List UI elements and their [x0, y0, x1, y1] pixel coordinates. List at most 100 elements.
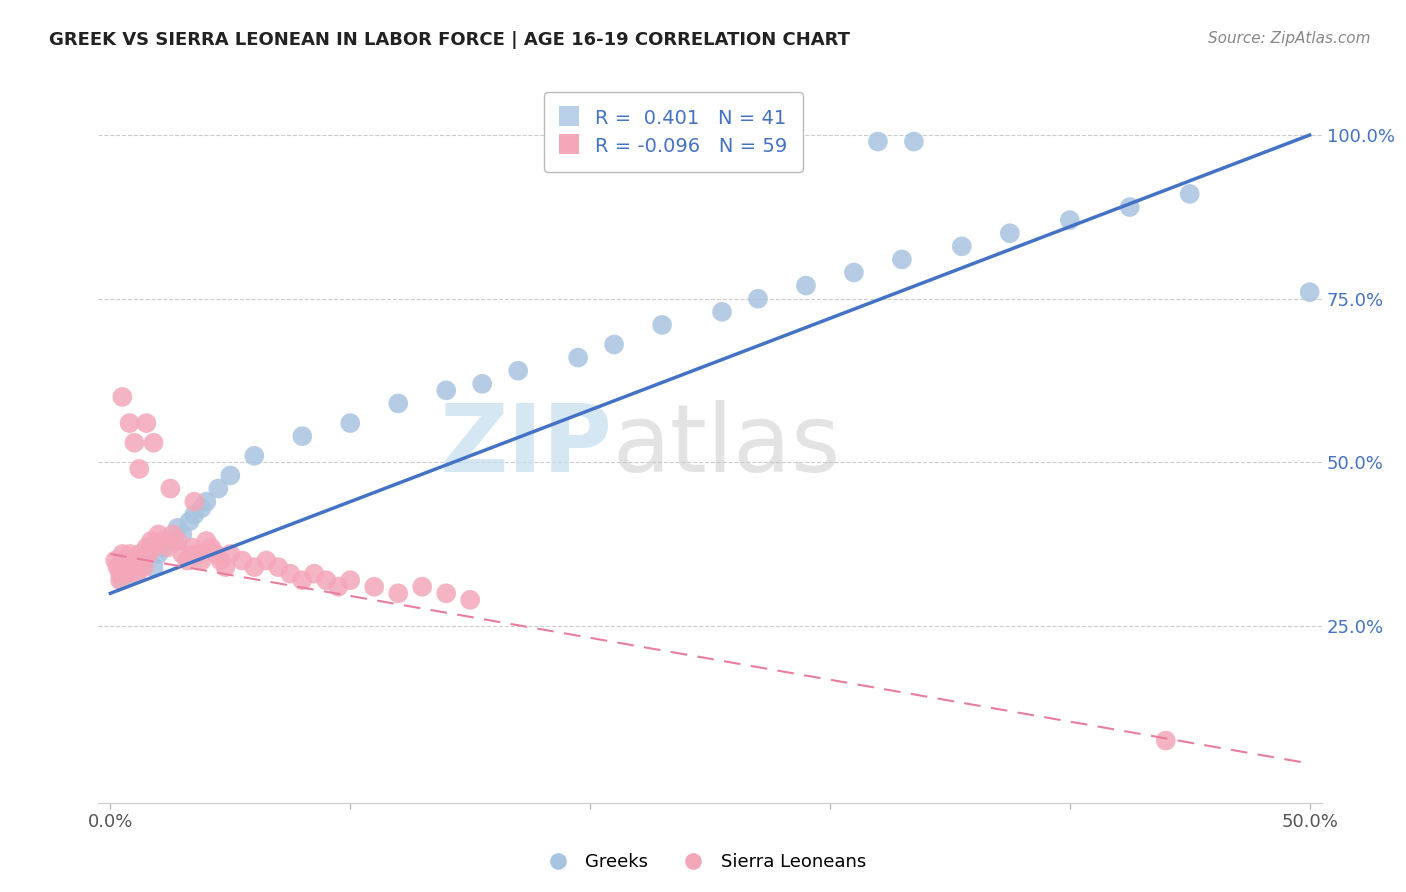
Point: [141, 533, 163, 548]
Point: [200, 541, 222, 555]
Point: [998, 226, 1021, 240]
Point: [128, 462, 150, 476]
Point: [172, 547, 194, 561]
Point: [411, 580, 433, 594]
Point: [135, 547, 157, 561]
Point: [124, 566, 146, 581]
Point: [458, 592, 481, 607]
Point: [214, 560, 236, 574]
Point: [434, 384, 457, 398]
Point: [156, 541, 179, 555]
Point: [434, 586, 457, 600]
Point: [209, 553, 232, 567]
Point: [651, 318, 673, 332]
Point: [104, 553, 127, 567]
Point: [159, 533, 181, 548]
Point: [118, 416, 141, 430]
Point: [108, 573, 131, 587]
Point: [950, 239, 973, 253]
Point: [124, 435, 146, 450]
Point: [152, 533, 174, 548]
Point: [567, 351, 589, 365]
Point: [243, 449, 266, 463]
Point: [328, 580, 350, 594]
Point: [179, 514, 201, 528]
Point: [267, 560, 290, 574]
Point: [339, 416, 361, 430]
Point: [842, 266, 865, 280]
Point: [304, 566, 326, 581]
Point: [1178, 186, 1201, 201]
Text: atlas: atlas: [612, 400, 841, 492]
Point: [219, 468, 242, 483]
Point: [148, 527, 170, 541]
Point: [118, 547, 141, 561]
Point: [243, 560, 266, 574]
Point: [387, 396, 409, 410]
Point: [131, 553, 153, 567]
Point: [747, 292, 769, 306]
Point: [159, 482, 181, 496]
Point: [111, 573, 134, 587]
Point: [339, 573, 361, 587]
Point: [254, 553, 277, 567]
Point: [138, 547, 160, 561]
Point: [121, 553, 143, 567]
Point: [603, 337, 626, 351]
Legend: R =  0.401   N = 41, R = -0.096   N = 59: R = 0.401 N = 41, R = -0.096 N = 59: [544, 92, 803, 172]
Point: [166, 521, 188, 535]
Point: [124, 560, 146, 574]
Point: [1298, 285, 1320, 300]
Point: [125, 566, 148, 581]
Point: [186, 547, 208, 561]
Point: [176, 553, 198, 567]
Point: [162, 527, 184, 541]
Point: [135, 416, 157, 430]
Point: [114, 560, 136, 574]
Point: [207, 482, 229, 496]
Point: [1154, 733, 1177, 747]
Point: [315, 573, 337, 587]
Point: [166, 533, 188, 548]
Point: [190, 553, 212, 567]
Point: [387, 586, 409, 600]
Point: [107, 560, 129, 574]
Point: [128, 547, 150, 561]
Point: [128, 553, 150, 567]
Point: [471, 376, 494, 391]
Point: [508, 364, 530, 378]
Point: [183, 508, 205, 522]
Point: [363, 580, 385, 594]
Point: [132, 560, 155, 574]
Point: [111, 553, 134, 567]
Point: [231, 553, 253, 567]
Point: [711, 305, 734, 319]
Point: [190, 501, 212, 516]
Point: [278, 566, 301, 581]
Point: [890, 252, 912, 267]
Point: [142, 435, 165, 450]
Point: [148, 547, 170, 561]
Point: [1119, 200, 1142, 214]
Point: [142, 560, 165, 574]
Point: [183, 494, 205, 508]
Point: [903, 135, 925, 149]
Point: [108, 566, 131, 581]
Point: [152, 541, 174, 555]
Point: [794, 278, 817, 293]
Point: [111, 390, 134, 404]
Point: [142, 541, 165, 555]
Point: [115, 566, 138, 581]
Point: [181, 541, 204, 555]
Point: [291, 429, 314, 443]
Point: [866, 135, 889, 149]
Point: [291, 573, 314, 587]
Legend: Greeks, Sierra Leoneans: Greeks, Sierra Leoneans: [533, 847, 873, 879]
Text: Source: ZipAtlas.com: Source: ZipAtlas.com: [1208, 31, 1371, 46]
Text: GREEK VS SIERRA LEONEAN IN LABOR FORCE | AGE 16-19 CORRELATION CHART: GREEK VS SIERRA LEONEAN IN LABOR FORCE |…: [49, 31, 851, 49]
Point: [205, 547, 228, 561]
Point: [1059, 213, 1081, 227]
Point: [115, 560, 138, 574]
Point: [111, 547, 134, 561]
Point: [172, 527, 194, 541]
